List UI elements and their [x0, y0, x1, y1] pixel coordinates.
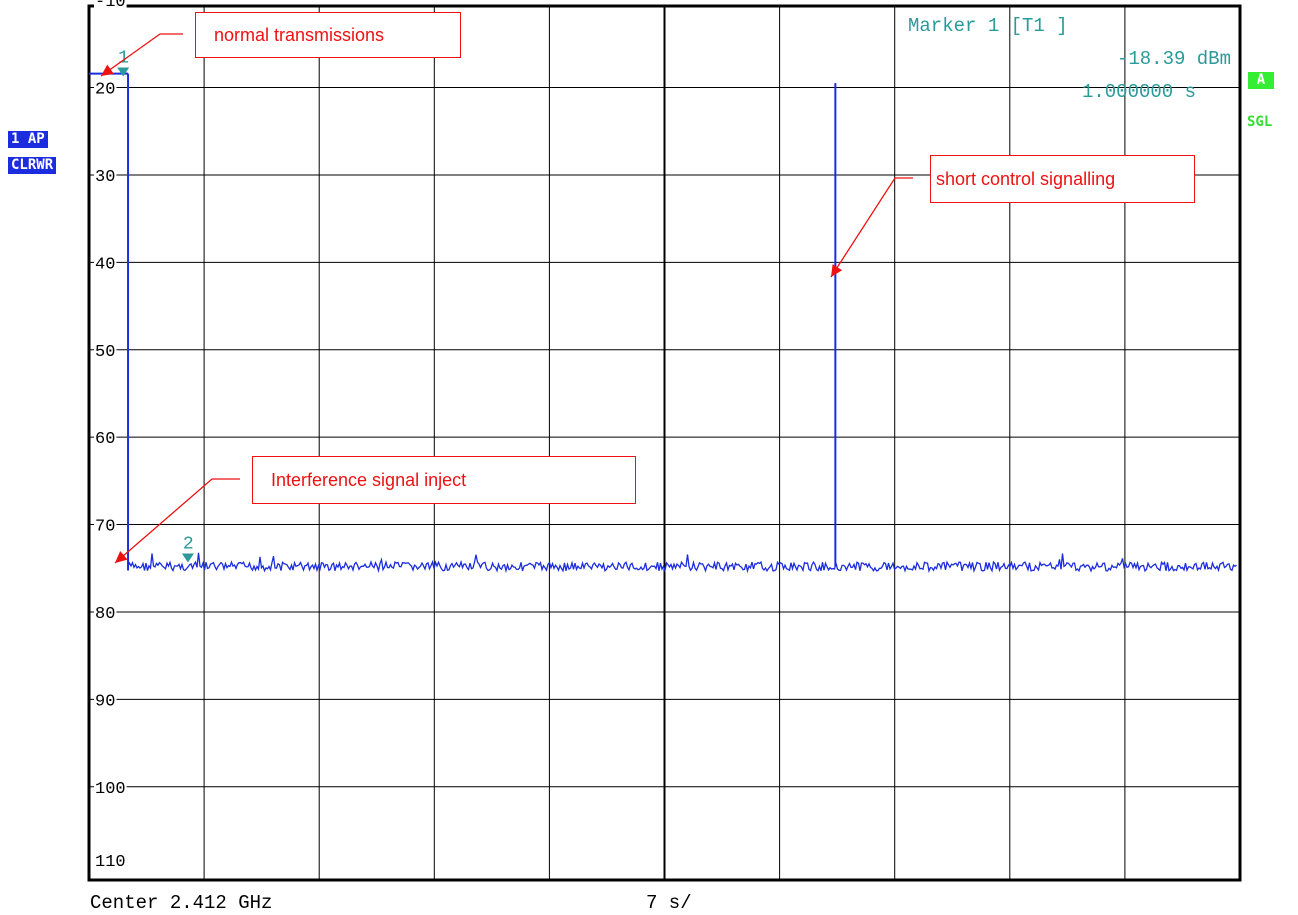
y-tick-label-bg [94, 255, 117, 275]
y-tick-label-bg [94, 80, 117, 100]
y-tick-label: 40 [95, 255, 115, 274]
marker-readout: Marker 1 [T1 ] -18.39 dBm 1.000000 s [908, 15, 1231, 103]
status-a-badge: A [1248, 72, 1274, 89]
trace-mode-badge: 1 AP [8, 131, 48, 148]
marker-readout-line3: 1.000000 s [1082, 81, 1196, 103]
arrow-normal-transmissions-head [101, 64, 114, 76]
trace-detector-badge: CLRWR [8, 157, 57, 174]
y-tick-label: 100 [95, 780, 126, 799]
arrow-interference-head [115, 551, 128, 563]
y-tick-label-bg [94, 0, 127, 13]
y-tick-label-bg [94, 779, 127, 799]
footer-sweep-time: 7 s/ [646, 892, 692, 914]
marker-1-icon [117, 67, 130, 77]
y-tick-label: 30 [95, 168, 115, 187]
annotation-normal-transmissions: normal transmissions [195, 12, 461, 58]
arrow-short-control-line [830, 177, 913, 278]
annotation-interference-inject: Interference signal inject [252, 456, 636, 504]
marker-readout-line2: -18.39 dBm [1117, 48, 1231, 70]
footer-center-frequency: Center 2.412 GHz [90, 892, 273, 914]
y-tick-label: 20 [95, 81, 115, 100]
y-axis-ticks: -10 20 30 40 50 60 70 80 90 100 110 [94, 0, 127, 872]
chart-grid [87, 4, 1242, 882]
annotation-short-control-signalling: short control signalling [930, 155, 1195, 203]
y-tick-label: -10 [95, 0, 126, 12]
y-tick-label-bg [94, 342, 117, 362]
status-sgl-label: SGL [1247, 114, 1273, 130]
plot-frame [87, 4, 1242, 882]
y-tick-label-bg [94, 167, 117, 187]
marker-1-label: 1 [118, 48, 129, 68]
y-tick-label: 60 [95, 430, 115, 449]
y-tick-label: 70 [95, 518, 115, 537]
marker-readout-line1: Marker 1 [T1 ] [908, 15, 1068, 37]
annotation-arrows [100, 33, 913, 564]
y-tick-label-bg [94, 853, 127, 872]
y-tick-label-bg [94, 692, 117, 712]
y-tick-label: 50 [95, 343, 115, 362]
marker-2-label: 2 [183, 535, 194, 555]
arrow-normal-transmissions-line [100, 33, 183, 77]
y-tick-label-bg [94, 517, 117, 537]
arrow-short-control-head [831, 264, 843, 277]
y-tick-label: 90 [95, 692, 115, 711]
trace-noise-floor [127, 552, 1237, 574]
marker-2-icon [181, 553, 194, 563]
y-tick-label: 110 [95, 853, 126, 872]
trace-layer [89, 72, 1237, 574]
markers-layer: 12 [117, 48, 194, 563]
y-tick-label: 80 [95, 605, 115, 624]
y-tick-label-bg [94, 604, 117, 624]
y-tick-label-bg [94, 430, 117, 450]
arrow-interference-line [114, 478, 240, 564]
